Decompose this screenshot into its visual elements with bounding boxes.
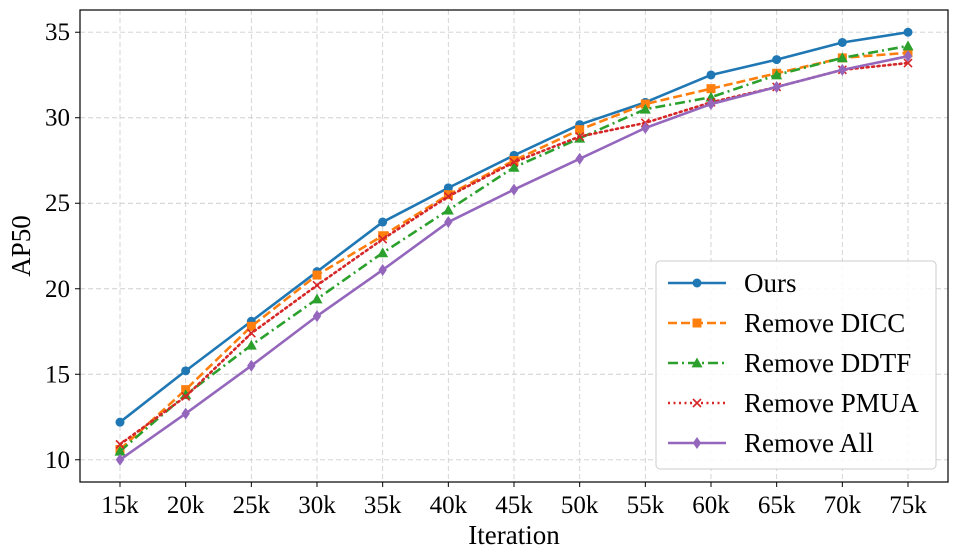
data-point (772, 80, 781, 93)
data-point (442, 204, 454, 215)
y-tick-label: 35 (45, 19, 70, 46)
legend-label: Remove PMUA (744, 388, 919, 418)
data-point (837, 37, 847, 47)
data-point (115, 439, 125, 449)
data-point (311, 293, 323, 304)
data-point (575, 152, 584, 165)
data-point (312, 310, 322, 323)
data-point (639, 103, 651, 114)
data-point (443, 190, 453, 200)
data-point (246, 321, 256, 331)
legend-label: Remove DICC (744, 308, 905, 338)
legend-item: Remove PMUA (668, 388, 919, 418)
legend-marker (692, 278, 702, 288)
x-tick-label: 20k (167, 492, 205, 519)
legend-label: Remove DDTF (744, 348, 911, 378)
data-point (181, 366, 191, 376)
data-point (247, 359, 256, 372)
data-point (706, 70, 716, 80)
data-point (903, 50, 913, 63)
x-tick-label: 70k (824, 492, 862, 519)
data-point (509, 183, 519, 196)
data-point (181, 407, 190, 420)
data-point (443, 183, 453, 193)
y-tick-label: 30 (45, 105, 70, 132)
data-point (312, 280, 322, 290)
x-tick-label: 65k (758, 492, 796, 519)
legend-item: Remove DICC (668, 308, 905, 338)
legend-box (655, 260, 937, 470)
series-layer (114, 27, 914, 466)
data-point (509, 155, 519, 165)
x-tick-label: 25k (233, 492, 271, 519)
data-point (181, 391, 191, 402)
data-point (378, 263, 387, 276)
data-point (902, 40, 914, 51)
data-point (114, 445, 126, 456)
legend: Ours Remove DICC Remove DDTF Remove PMUA Rem… (655, 260, 937, 470)
data-point (378, 234, 388, 244)
x-tick-label: 45k (495, 492, 533, 519)
data-point (838, 63, 847, 76)
data-point (706, 98, 716, 111)
legend-label: Remove All (744, 428, 874, 458)
data-point (115, 453, 125, 466)
data-point (771, 69, 783, 80)
series-remove-all (115, 50, 913, 466)
data-point (180, 389, 192, 400)
legend-label: Ours (744, 268, 797, 298)
x-tick-label: 75k (889, 492, 927, 519)
x-tick-label: 15k (101, 492, 139, 519)
data-point (641, 122, 650, 134)
y-tick-label: 15 (45, 361, 70, 388)
x-tick-label: 60k (692, 492, 730, 519)
legend-item: Ours (668, 268, 797, 298)
x-axis: 15k 20k 25k 30k 35k 40k 45k 50k 55k 60k 65k 70k 75k (101, 482, 927, 519)
y-axis-label: AP50 (6, 215, 36, 277)
x-tick-label: 50k (561, 492, 599, 519)
x-tick-label: 35k (364, 492, 402, 519)
legend-marker (691, 357, 703, 368)
data-point (772, 55, 782, 65)
data-point (509, 157, 519, 167)
legend-marker (692, 437, 702, 449)
x-tick-label: 55k (627, 492, 665, 519)
data-point (836, 52, 848, 63)
data-point (245, 339, 257, 350)
x-tick-label: 40k (430, 492, 468, 519)
data-point (444, 216, 453, 229)
data-point (443, 191, 453, 201)
x-axis-label: Iteration (468, 520, 560, 550)
data-point (575, 125, 585, 135)
data-point (903, 27, 913, 37)
data-point (246, 328, 256, 338)
data-point (115, 417, 125, 427)
grid (80, 10, 948, 482)
legend-marker (692, 318, 702, 328)
y-tick-label: 25 (45, 190, 70, 217)
data-point (706, 84, 716, 94)
legend-item: Remove All (668, 428, 874, 458)
data-point (575, 131, 585, 142)
data-point (378, 217, 388, 227)
y-axis: 10 15 20 25 30 35 (45, 19, 80, 474)
y-tick-label: 20 (45, 276, 70, 303)
legend-marker (692, 398, 702, 408)
data-point (903, 58, 913, 68)
y-tick-label: 10 (45, 447, 70, 474)
legend-item: Remove DDTF (668, 348, 911, 378)
data-point (312, 270, 322, 280)
x-tick-label: 30k (298, 492, 336, 519)
data-point (508, 161, 520, 172)
data-point (378, 231, 388, 241)
data-point (377, 247, 389, 258)
